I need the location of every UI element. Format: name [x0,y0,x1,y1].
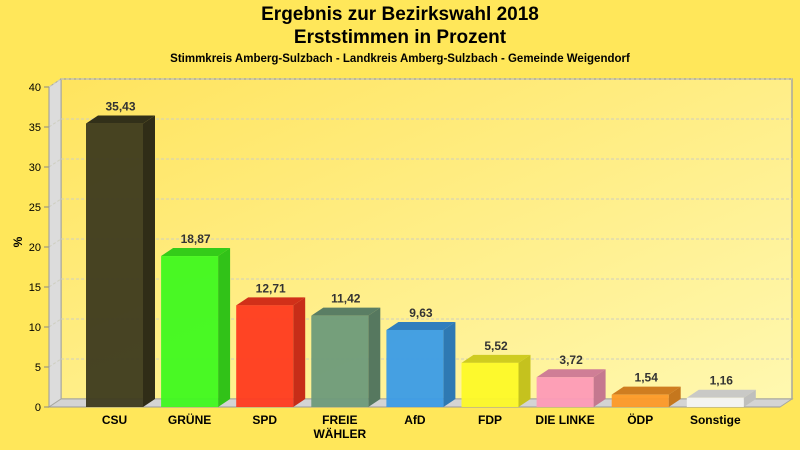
bar-side [443,321,456,407]
x-tick-label: AfD [404,413,426,427]
bar-side [593,369,606,407]
bar [86,123,143,407]
x-tick-label: FDP [478,413,502,427]
bar [311,315,369,407]
x-tick-label: SPD [252,413,277,427]
bar [611,394,669,407]
data-label: 5,52 [484,339,508,353]
bar-top [686,389,756,398]
plot-area: 0 5 10 15 20 25 30 35 40 35,43 CSU 18,87 GRÜNE 12,71 S… [29,78,794,441]
x-tick-label: CSU [102,413,127,427]
gridline-side [48,358,62,368]
chart-title: Ergebnis zur Bezirkswahl 2018 [261,4,539,25]
bar-top [161,248,231,257]
chart-caption: Stimmkreis Amberg-Sulzbach - Landkreis A… [170,53,630,65]
data-label: 1,16 [710,374,734,388]
y-axis-label: % [11,236,25,247]
gridline-side [48,238,62,248]
data-label: 1,54 [635,371,659,385]
bar-side [368,307,381,407]
bar [461,362,519,407]
bar-side [293,297,306,407]
bar-side [668,386,681,407]
bar-top [461,354,531,363]
x-tick-label: ÖDP [627,412,653,427]
bar [161,256,219,407]
bar-top [611,386,681,395]
bar [386,329,444,407]
data-label: 11,42 [331,292,361,306]
bar-top [236,297,306,306]
data-label: 35,43 [105,100,135,114]
y-tick-label: 15 [29,282,41,294]
y-tick-label: 40 [29,82,41,94]
x-tick-label: GRÜNE [168,412,211,427]
y-tick-label: 5 [35,362,41,374]
y-tick-label: 10 [29,322,41,334]
data-label: 12,71 [256,281,286,295]
data-label: 3,72 [559,353,583,367]
gridline-side [48,158,62,168]
y-tick-label: 0 [35,402,41,414]
x-tick-label: DIE LINKE [535,413,594,427]
bar-top [536,369,606,378]
data-label: 9,63 [409,306,433,320]
bar-top [386,321,456,330]
gridline-side [48,118,62,128]
bar-side [143,115,155,407]
y-tick-label: 35 [29,122,41,134]
y-tick-label: 20 [29,242,41,254]
x-tick-label: FREIE [322,413,357,427]
x-tick-label: WÄHLER [313,426,366,441]
data-label: 18,87 [181,232,211,246]
bar-side [218,248,231,407]
gridline-side [48,78,62,88]
gridline-side [48,278,62,288]
y-tick-label: 25 [29,202,41,214]
chart-subtitle: Erststimmen in Prozent [293,27,507,48]
bar [536,377,594,407]
bar-top [311,307,381,316]
bar-top [86,115,155,124]
x-tick-label: Sonstige [690,413,741,427]
bar [236,305,294,407]
bar [686,397,744,407]
gridline-side [48,198,62,208]
bar-side [743,389,756,407]
y-tick-label: 30 [29,162,41,174]
gridline-side [48,318,62,328]
bar-side [518,354,531,407]
